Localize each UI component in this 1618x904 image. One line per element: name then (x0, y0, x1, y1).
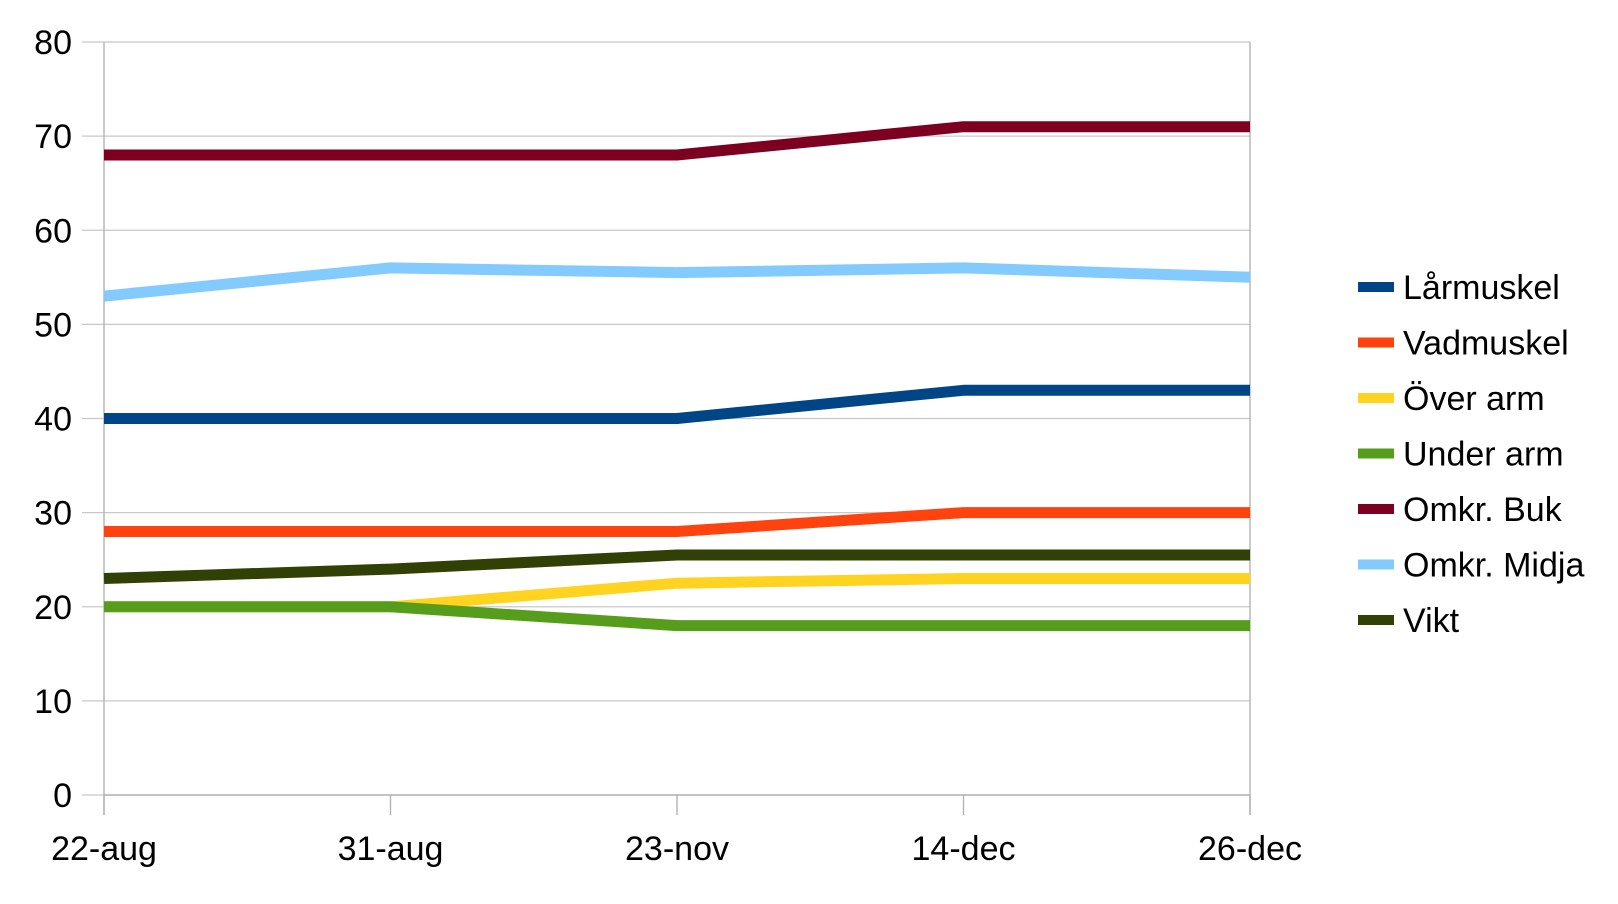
legend-item: Under arm (1358, 436, 1564, 474)
legend-swatch (1358, 615, 1394, 625)
legend: Lårmuskel Vadmuskel Över arm Under arm Omkr.… (1358, 269, 1584, 640)
y-tick-label: 40 (34, 401, 72, 439)
axes (103, 42, 1251, 815)
legend-item: Lårmuskel (1358, 269, 1560, 307)
y-axis-tick-labels: 0 10 20 30 40 50 60 70 80 (34, 24, 72, 815)
series-lines (103, 121, 1251, 632)
x-axis-tick-labels: 22-aug 31-aug 23-nov 14-dec 26-dec (51, 830, 1302, 868)
legend-item: Vadmuskel (1358, 325, 1569, 363)
x-tick-label: 22-aug (51, 830, 157, 868)
legend-label: Under arm (1403, 436, 1564, 474)
series-line-3 (104, 601, 1250, 632)
y-tick-label: 20 (34, 589, 72, 627)
y-tick-label: 70 (34, 118, 72, 156)
x-tick-label: 14-dec (912, 830, 1016, 868)
legend-item: Omkr. Buk (1358, 491, 1563, 529)
legend-label: Över arm (1403, 380, 1545, 418)
legend-item: Omkr. Midja (1358, 547, 1584, 585)
legend-swatch (1358, 393, 1394, 403)
legend-item: Över arm (1358, 380, 1545, 418)
legend-label: Vadmuskel (1403, 325, 1569, 363)
series-line-4 (104, 121, 1250, 161)
legend-swatch (1358, 448, 1394, 459)
legend-swatch (1358, 282, 1394, 292)
legend-item: Vikt (1358, 602, 1460, 640)
y-tick-label: 60 (34, 212, 72, 250)
legend-label: Lårmuskel (1403, 269, 1560, 307)
series-line-0 (104, 384, 1250, 424)
y-tick-label: 0 (53, 777, 72, 815)
y-tick-label: 30 (34, 495, 72, 533)
legend-swatch (1358, 559, 1394, 570)
legend-label: Vikt (1403, 602, 1460, 640)
y-tick-label: 50 (34, 306, 72, 344)
y-tick-label: 10 (34, 683, 72, 721)
series-line-1 (104, 507, 1250, 537)
x-tick-label: 26-dec (1198, 830, 1302, 868)
x-tick-label: 31-aug (338, 830, 444, 868)
y-tick-label: 80 (34, 24, 72, 62)
legend-swatch (1358, 337, 1394, 348)
x-tick-label: 23-nov (625, 830, 729, 868)
series-line-5 (103, 262, 1251, 302)
series-line-6 (103, 549, 1250, 584)
legend-label: Omkr. Buk (1403, 491, 1563, 529)
legend-swatch (1358, 504, 1394, 514)
legend-label: Omkr. Midja (1403, 547, 1584, 585)
